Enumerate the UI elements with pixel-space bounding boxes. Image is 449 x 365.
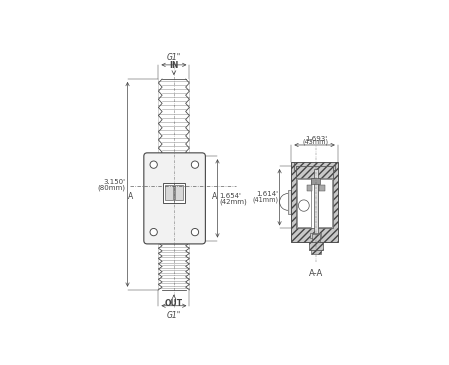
Bar — [297, 179, 311, 227]
Bar — [163, 183, 185, 203]
Text: 3.150': 3.150' — [103, 178, 125, 185]
Text: IN: IN — [169, 61, 179, 70]
Circle shape — [150, 161, 157, 168]
Bar — [175, 185, 183, 200]
Bar — [319, 185, 325, 191]
Text: G1": G1" — [167, 311, 181, 320]
Circle shape — [191, 228, 198, 236]
Circle shape — [191, 161, 198, 168]
Bar — [165, 185, 173, 200]
Text: A: A — [128, 192, 133, 201]
Text: (41mm): (41mm) — [252, 197, 278, 203]
Circle shape — [150, 228, 157, 236]
Text: (42mm): (42mm) — [220, 199, 247, 205]
Bar — [296, 166, 333, 228]
Bar — [309, 242, 323, 250]
Text: OUT: OUT — [165, 299, 183, 308]
Text: G1": G1" — [167, 53, 181, 62]
FancyBboxPatch shape — [144, 153, 205, 244]
Text: (43mm): (43mm) — [303, 138, 329, 145]
Text: A: A — [212, 192, 217, 201]
Bar — [311, 233, 321, 238]
Bar — [294, 162, 335, 170]
Bar — [311, 250, 321, 254]
Bar — [288, 190, 291, 214]
Text: 1.614': 1.614' — [256, 192, 278, 197]
Bar — [311, 178, 320, 184]
Bar — [307, 185, 313, 191]
Text: (80mm): (80mm) — [97, 184, 125, 191]
Bar — [314, 169, 318, 238]
Bar — [296, 166, 333, 178]
Bar — [318, 179, 332, 227]
Bar — [312, 234, 320, 242]
Text: 1.693': 1.693' — [305, 136, 327, 142]
Text: A-A: A-A — [309, 269, 323, 278]
Bar — [291, 162, 338, 242]
Text: 1.654': 1.654' — [220, 193, 242, 199]
